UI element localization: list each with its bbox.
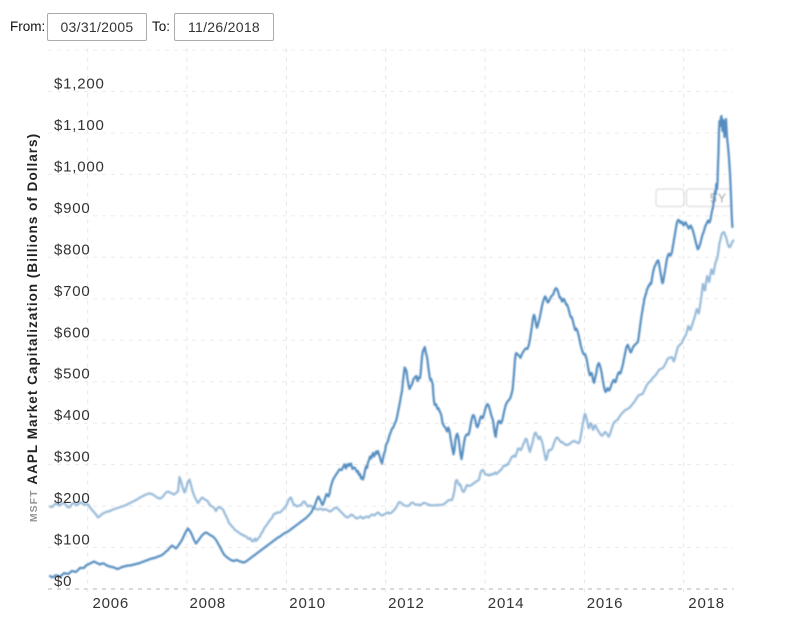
svg-text:$300: $300 [54,449,91,466]
svg-text:$1,200: $1,200 [54,76,105,93]
svg-text:$700: $700 [54,283,91,300]
svg-text:2018: 2018 [688,595,725,612]
svg-text:$800: $800 [54,241,91,258]
svg-text:2012: 2012 [388,595,425,612]
svg-text:2014: 2014 [488,595,525,612]
svg-text:$900: $900 [54,200,91,217]
svg-text:2010: 2010 [289,595,326,612]
svg-text:2008: 2008 [190,595,227,612]
svg-text:2006: 2006 [93,595,130,612]
svg-text:$600: $600 [54,324,91,341]
svg-text:2016: 2016 [587,595,624,612]
svg-text:$500: $500 [54,366,91,383]
svg-text:$1,100: $1,100 [54,117,105,134]
svg-text:$400: $400 [54,407,91,424]
svg-text:$200: $200 [54,490,91,507]
svg-text:$0: $0 [54,573,72,590]
svg-text:$1,000: $1,000 [54,158,105,175]
svg-text:$100: $100 [54,532,91,549]
